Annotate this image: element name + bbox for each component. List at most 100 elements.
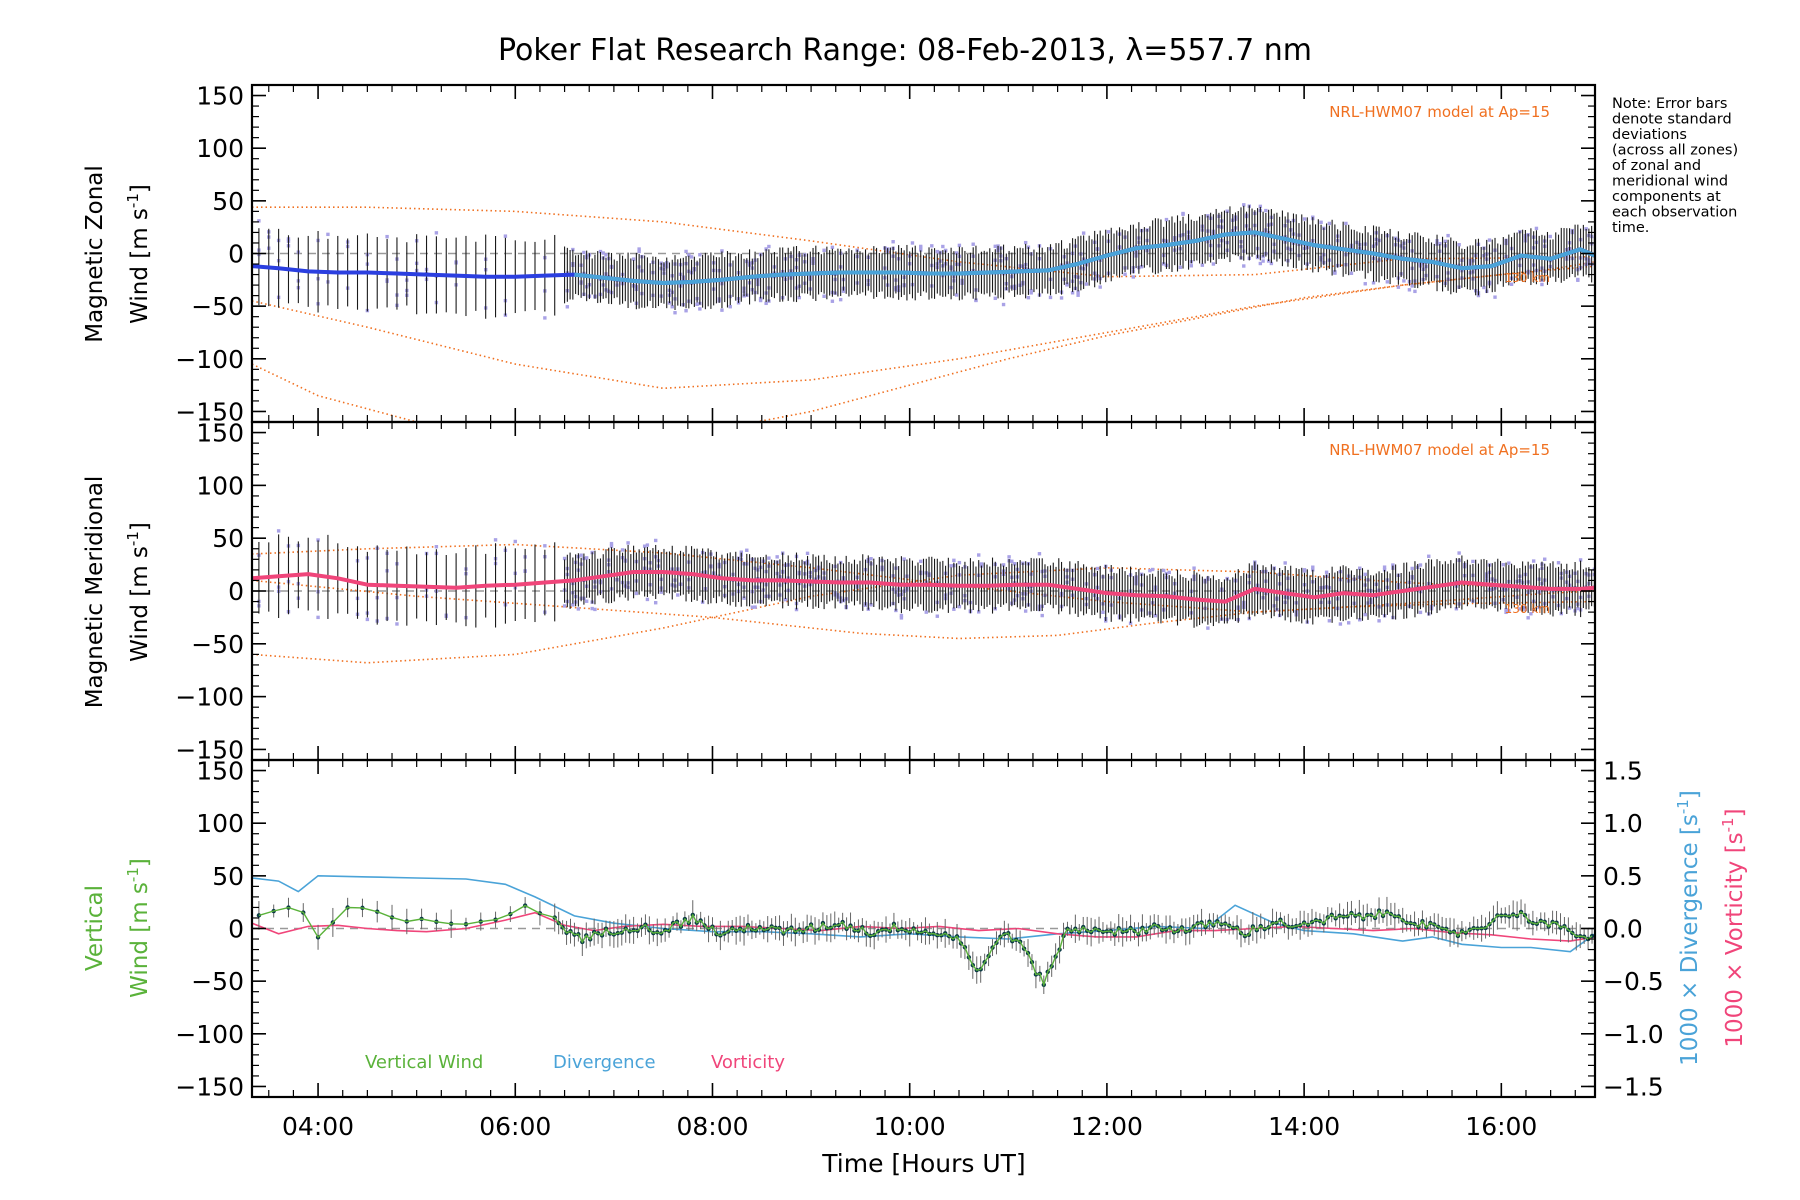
zone-point [957, 560, 962, 565]
zone-point [1302, 568, 1307, 572]
zone-point [977, 610, 981, 614]
model-curve-2 [252, 579, 1595, 640]
zone-point [758, 298, 763, 303]
zone-point [1584, 227, 1588, 231]
vertical-ylabel-line1: Vertical [82, 885, 108, 971]
zone-point [797, 295, 801, 300]
zone-point [1410, 284, 1414, 288]
zone-point [673, 311, 677, 315]
zone-point [1382, 565, 1387, 569]
zone-point [365, 617, 370, 622]
zone-point [1192, 566, 1196, 570]
zone-point [1189, 264, 1194, 268]
divergence-ylabel: 1000 × Divergence [s-1] [1674, 790, 1703, 1066]
meridional-ylabel-line1: Magnetic Meridional [82, 476, 108, 709]
zone-point [949, 564, 953, 568]
zone-point [1153, 613, 1158, 618]
zone-point [565, 305, 570, 309]
zone-point [276, 529, 281, 533]
zone-point [1371, 281, 1376, 285]
zone-point [1507, 561, 1511, 565]
zone-point [830, 299, 835, 303]
zone-point [257, 219, 261, 223]
zone-point [1070, 291, 1075, 295]
zone-point [1509, 282, 1514, 286]
y-tick-label: 0 [228, 577, 244, 606]
zone-point [993, 296, 997, 301]
zone-point [1592, 567, 1595, 571]
zone-point [783, 597, 788, 602]
zone-point [434, 545, 439, 549]
zone-point [1001, 563, 1006, 567]
zone-point [576, 607, 581, 611]
y-tick-label: 100 [196, 134, 244, 163]
zone-point [891, 240, 895, 244]
y2-tick-label: 0.0 [1603, 915, 1643, 944]
zone-point [1200, 263, 1205, 267]
zone-point [1567, 606, 1572, 610]
chart-title: Poker Flat Research Range: 08-Feb-2013, … [498, 33, 1312, 68]
zone-point [1040, 613, 1044, 618]
y2-tick-label: 0.5 [1603, 862, 1643, 891]
zone-point [1178, 265, 1182, 270]
zone-point [1427, 554, 1431, 558]
zone-point [434, 231, 439, 235]
zone-point [316, 538, 320, 542]
zone-point [767, 244, 771, 249]
zone-point [620, 548, 625, 552]
zone-point [1526, 616, 1530, 620]
y-tick-label: −50 [191, 967, 244, 996]
zone-point [1010, 559, 1014, 563]
zone-point [1540, 282, 1544, 287]
zone-point [1211, 262, 1216, 266]
zone-point [1576, 606, 1580, 611]
zone-point [1123, 272, 1127, 276]
zonal-ylabel-line2: Wind [m s-1] [124, 184, 153, 324]
zone-point [750, 605, 755, 609]
x-axis-label: Time [Hours UT] [821, 1149, 1025, 1178]
y-tick-label: 100 [196, 809, 244, 838]
zone-point [941, 244, 945, 249]
note-line: deviations [1612, 127, 1687, 143]
y-tick-label: 50 [212, 862, 244, 891]
zone-point [869, 557, 873, 561]
zone-point [1382, 568, 1387, 572]
zone-point [684, 309, 688, 313]
zone-point [720, 308, 724, 312]
zone-point [684, 249, 688, 254]
zone-point [954, 251, 959, 255]
zone-point [1523, 607, 1528, 612]
zone-point [1443, 239, 1448, 244]
zone-point [753, 605, 757, 609]
zone-point [794, 607, 799, 612]
zone-point [1001, 302, 1006, 307]
zone-point [1266, 259, 1271, 263]
zone-point [1206, 626, 1210, 630]
legend-vertical-wind: Vertical Wind [365, 1052, 483, 1073]
note-line: each observation [1612, 205, 1737, 221]
zone-point [767, 556, 771, 560]
zone-point [698, 253, 702, 257]
zone-point [1333, 270, 1337, 274]
y-tick-label: 0 [228, 915, 244, 944]
zone-point [979, 563, 984, 567]
y-tick-label: −50 [191, 292, 244, 321]
zone-point [1264, 208, 1268, 213]
zone-point [571, 603, 575, 607]
zone-point [971, 242, 975, 246]
note-line: (across all zones) [1612, 143, 1738, 159]
zone-point [1471, 559, 1475, 564]
zone-point [1076, 293, 1080, 297]
y-tick-label: 0 [228, 240, 244, 269]
zone-point [1363, 282, 1367, 286]
zonal-model-label: NRL-HWM07 model at Ap=15 [1329, 103, 1550, 121]
zone-point [974, 298, 978, 303]
vertical-wind-points [256, 896, 1595, 994]
zone-point [385, 234, 389, 239]
y-tick-label: 100 [196, 471, 244, 500]
zone-point [1377, 619, 1381, 623]
zone-point [1476, 293, 1481, 298]
x-tick-label: 10:00 [874, 1112, 946, 1141]
zone-point [326, 232, 330, 237]
